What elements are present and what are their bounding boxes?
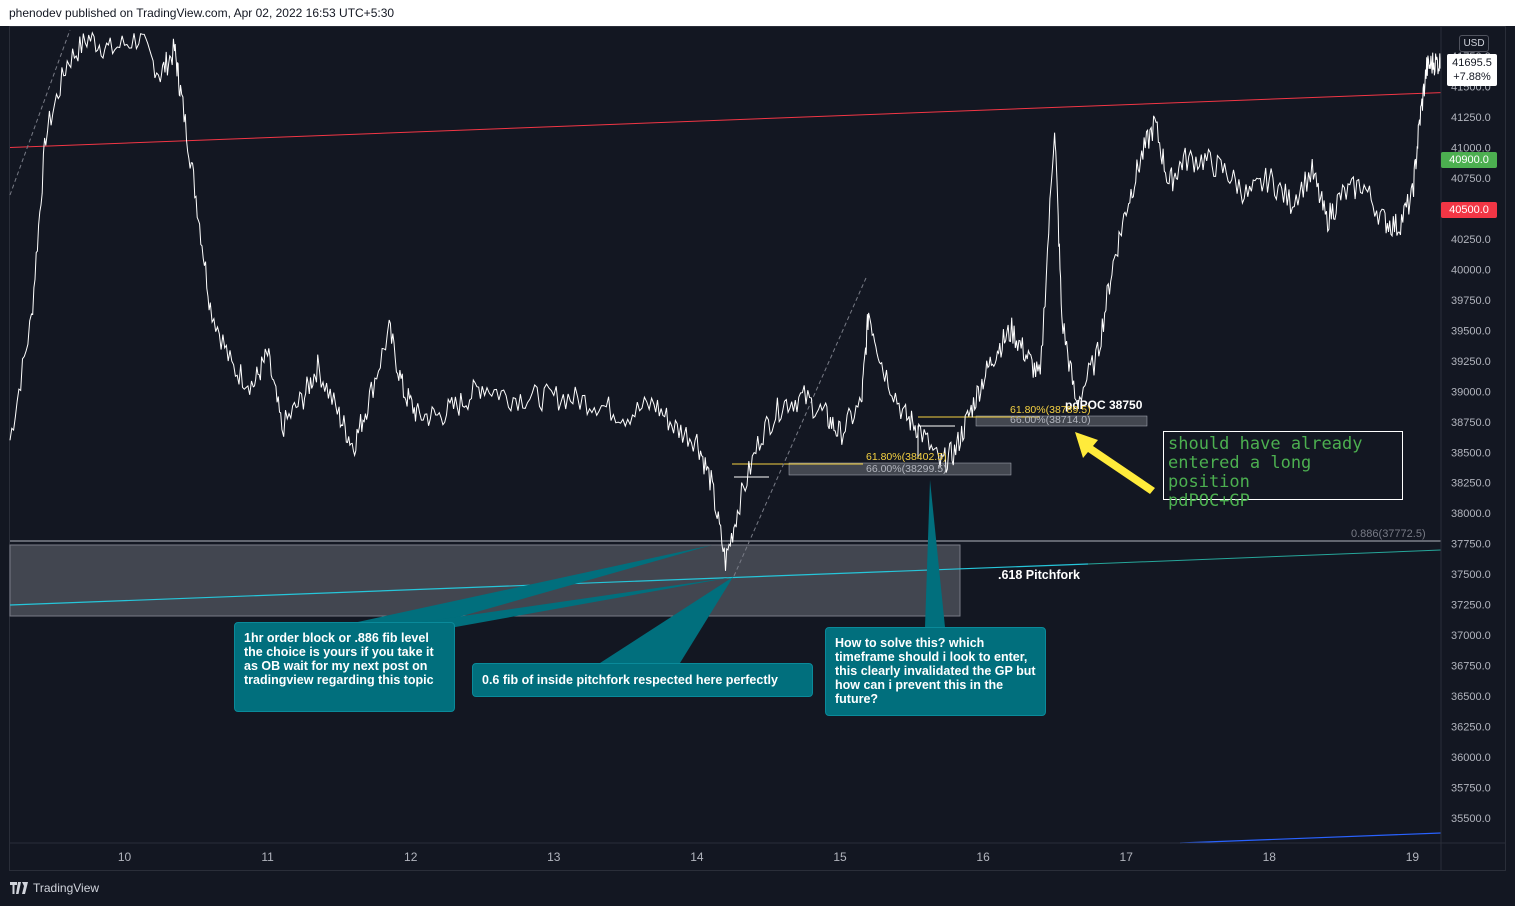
x-tick-label: 17 [1120, 850, 1134, 864]
y-tick-label: 35750.0 [1451, 783, 1491, 795]
fib-886-label: 0.886(37772.5) [1351, 528, 1426, 540]
callout-pointer [925, 480, 945, 627]
y-tick-label: 37750.0 [1451, 539, 1491, 551]
fib2-618-label: 61.80%(38789.5) [1010, 404, 1091, 416]
price-chart[interactable]: 35500.0 35750.0 36000.0 36250.0 36500.0 36750… [0, 0, 1515, 871]
callout-question[interactable]: How to solve this? which timeframe shoul… [825, 627, 1046, 716]
callout-pitchfork-fib[interactable]: 0.6 fib of inside pitchfork respected he… [472, 663, 813, 697]
x-tick-label: 19 [1406, 850, 1420, 864]
x-tick-label: 10 [118, 850, 132, 864]
x-tick-label: 16 [976, 850, 990, 864]
x-tick-label: 11 [261, 850, 274, 864]
y-tick-label: 40000.0 [1451, 264, 1491, 276]
last-price-box: 41695.5 +7.88% [1447, 54, 1497, 86]
callout-pointer [380, 577, 733, 628]
footer-bar: TradingView [0, 871, 1515, 906]
brand-name: TradingView [33, 881, 100, 895]
yellow-arrow-icon [1075, 432, 1155, 494]
y-tick-label: 38500.0 [1451, 447, 1491, 459]
last-price: 41695.5 [1452, 57, 1492, 69]
note-line: should have already [1168, 434, 1363, 454]
y-tick-label: 36250.0 [1451, 722, 1491, 734]
note-long-position[interactable]: should have already entered a long posit… [1163, 431, 1403, 511]
y-tick-label: 40750.0 [1451, 173, 1491, 185]
fib2-anchor-lines [917, 425, 955, 458]
note-line: pdPOC+GP [1168, 491, 1250, 511]
y-tick-label: 41000.0 [1451, 143, 1491, 155]
y-tick-label: 39000.0 [1451, 386, 1491, 398]
fib2-66-label: 66.00%(38714.0) [1010, 414, 1091, 426]
x-tick-label: 12 [404, 850, 418, 864]
y-tick-label: 35500.0 [1451, 813, 1491, 825]
x-tick-label: 14 [690, 850, 704, 864]
publish-header: phenodev published on TradingView.com, A… [0, 0, 1515, 26]
note-line: entered a long position [1168, 453, 1312, 492]
callout-pointer [330, 545, 712, 628]
tradingview-logo-icon [10, 882, 28, 894]
publish-text: phenodev published on TradingView.com, A… [9, 6, 395, 20]
fib1-golden-pocket-box [788, 462, 1012, 476]
y-tick-label: 36750.0 [1451, 661, 1491, 673]
callout-order-block[interactable]: 1hr order block or .886 fib level the ch… [234, 622, 455, 712]
y-tick-label: 37000.0 [1451, 630, 1491, 642]
y-tick-label: 41250.0 [1451, 112, 1491, 124]
blue-trendline [1179, 832, 1442, 844]
y-tick-label: 37500.0 [1451, 569, 1491, 581]
callout-pointer [600, 577, 733, 663]
y-tick-label: 39250.0 [1451, 356, 1491, 368]
y-tick-label: 40250.0 [1451, 234, 1491, 246]
fib1-66-label: 66.00%(38299.5) [866, 463, 947, 475]
y-tick-label: 36500.0 [1451, 691, 1491, 703]
red-trendline [9, 92, 1442, 148]
pitchfork-label: .618 Pitchfork [998, 568, 1080, 582]
x-tick-label: 18 [1263, 850, 1277, 864]
x-tick-label: 15 [833, 850, 847, 864]
y-tick-label: 38750.0 [1451, 417, 1491, 429]
price-series [9, 31, 1441, 571]
y-tick-label: 39750.0 [1451, 295, 1491, 307]
pitchfork-handle-dashed [9, 29, 71, 196]
price-tag-green: 40900.0 [1441, 152, 1497, 168]
last-change: +7.88% [1453, 71, 1491, 83]
pitchfork-median-line [1087, 549, 1442, 565]
price-tag-red: 40500.0 [1441, 202, 1497, 218]
x-tick-label: 13 [547, 850, 561, 864]
y-tick-label: 38000.0 [1451, 508, 1491, 520]
fib2-golden-pocket-box [975, 415, 1148, 427]
y-tick-label: 39500.0 [1451, 325, 1491, 337]
pdpoc-label: pdPOC 38750 [1065, 398, 1143, 412]
pitchfork-handle-dashed [733, 277, 867, 577]
y-tick-label: 38250.0 [1451, 478, 1491, 490]
y-tick-label: 37250.0 [1451, 600, 1491, 612]
fib1-618-label: 61.80%(38402.5) [866, 451, 947, 463]
y-tick-label: 36000.0 [1451, 752, 1491, 764]
currency-label[interactable]: USD [1459, 35, 1489, 52]
